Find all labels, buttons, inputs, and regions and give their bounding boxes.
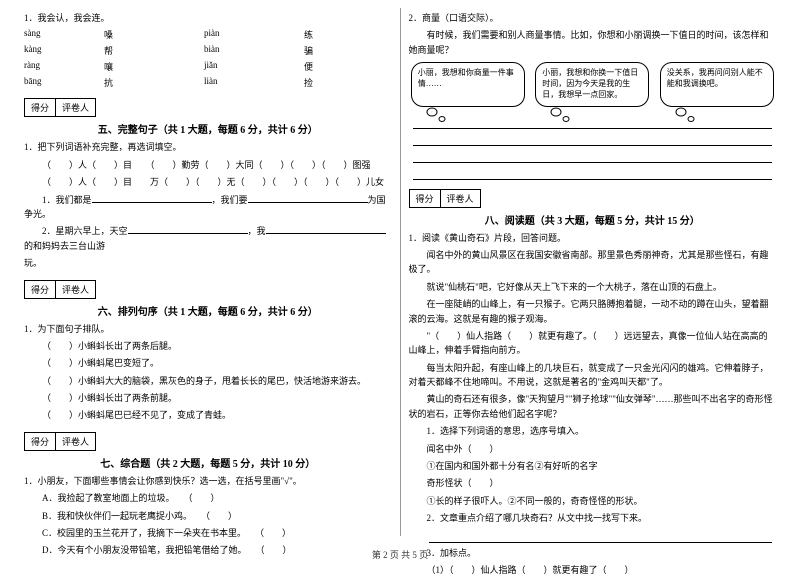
speech-bubbles: 小丽，我想和你商量一件事情…… 小丽，我想和你换一下值日时间，因为今天是我的生日…: [409, 62, 777, 106]
pinyin-row: kàng帮biàn骗: [24, 44, 392, 57]
sec8-sub1c: 奇形怪状（ ）: [409, 476, 777, 490]
bubble-2: 小丽，我想和你换一下值日时间，因为今天是我的生日，我想早一点回家。: [535, 62, 649, 106]
write-line[interactable]: [413, 149, 773, 163]
sec6-item: （ ）小蝌蚪大大的脑袋，黑灰色的身子，甩着长长的尾巴，快活地游来游去。: [24, 374, 392, 388]
sec7-item: B．我和快伙伴们一起玩老鹰捉小鸡。 （ ）: [24, 509, 392, 523]
sec8-p6: 黄山的奇石还有很多，像"天狗望月""狮子抢球""仙女弹琴"……那些叫不出名字的奇…: [409, 392, 777, 421]
sec5-frag1b: （ ）人（ ）目 万（ ）（ ）无（ ）（ ）（ ）（ ）儿女: [24, 175, 392, 189]
q2-title: 商量（口语交际）。: [422, 13, 499, 23]
sec8-p5: 每当太阳升起，有座山峰上的几块巨石，就变成了一只金光闪闪的雄鸡。它伸着脖子，对着…: [409, 361, 777, 390]
sec7-item: C．校园里的玉兰花开了，我摘下一朵夹在书本里。 （ ）: [24, 526, 392, 540]
sec8-sub1a: 闻名中外（ ）: [409, 442, 777, 456]
sec6-q1: 1．为下面句子排队。: [24, 322, 392, 336]
sec5-q1: 1．把下列词语补充完整，再选词填空。: [24, 140, 392, 154]
sec7-item: A．我捡起了教室地面上的垃圾。 （ ）: [24, 491, 392, 505]
q1-title: 我会认，我会连。: [38, 13, 110, 23]
blank[interactable]: [248, 193, 368, 203]
score-box: 得分评卷人: [24, 98, 96, 117]
sec6-item: （ ）小蝌蚪长出了两条前腿。: [24, 391, 392, 405]
sec8-sub2: 2．文章重点介绍了哪几块奇石？从文中找一找写下来。: [409, 511, 777, 525]
score-box: 得分评卷人: [24, 432, 96, 451]
bubble-tail-icon: [548, 106, 574, 124]
write-line[interactable]: [413, 166, 773, 180]
page-footer: 第 2 页 共 5 页: [0, 548, 800, 561]
sec8-title: 八、阅读题（共 3 大题，每题 5 分，共计 15 分）: [409, 212, 777, 227]
sec5-l1: 1．我们都是，我们要为国争光。: [24, 193, 392, 222]
sec8-sub1d: ①长的样子很吓人。②不同一般的，奇奇怪怪的形状。: [409, 494, 777, 508]
sec5-frag1a: （ ）人（ ）目 （ ）勤劳（ ）大同（ ）（ ）（ ）图强: [24, 158, 392, 172]
sec8-p3: 在一座陡峭的山峰上，有一只猴子。它两只胳膊抱着腿，一动不动的蹲在山头，望着翻滚的…: [409, 297, 777, 326]
pinyin-row: sàng嗓piàn练: [24, 28, 392, 41]
sec8-p1: 闻名中外的黄山风景区在我国安徽省南部。那里景色秀丽神奇，尤其是那些怪石，有趣极了…: [409, 248, 777, 277]
sec7-q1: 1．小朋友，下面哪些事情会让你感到快乐？选一选，在括号里画"√"。: [24, 474, 392, 488]
score-box: 得分评卷人: [24, 280, 96, 299]
sec8-p4: "（ ）仙人指路（ ）就更有趣了。（ ）远远望去，真像一位仙人站在高高的山峰上，…: [409, 329, 777, 358]
sec6-title: 六、排列句序（共 1 大题，每题 6 分，共计 6 分）: [24, 303, 392, 318]
sec7-title: 七、综合题（共 2 大题，每题 5 分，共计 10 分）: [24, 455, 392, 470]
bubble-1: 小丽，我想和你商量一件事情……: [411, 62, 525, 106]
write-line[interactable]: [413, 132, 773, 146]
sec6-item: （ ）小蝌蚪尾巴已经不见了，变成了青蛙。: [24, 408, 392, 422]
pinyin-row: ràng嚷jiǎn便: [24, 60, 392, 73]
sec8-sub3a: （1）（ ）仙人指路（ ）就更有趣了（ ）: [409, 563, 777, 577]
blank[interactable]: [266, 224, 386, 234]
sec5-title: 五、完整句子（共 1 大题，每题 6 分，共计 6 分）: [24, 121, 392, 136]
blank[interactable]: [128, 224, 248, 234]
q1-num: 1．: [24, 13, 38, 23]
sec8-sub1: 1．选择下列词语的意思，选序号填入。: [409, 424, 777, 438]
sec5-l2d: 玩。: [24, 256, 392, 270]
sec5-l2: 2．星期六早上，天空，我的和妈妈去三台山游: [24, 224, 392, 253]
blank[interactable]: [92, 193, 212, 203]
bubble-tail-icon: [424, 106, 450, 124]
sec8-q1: 1．阅读《黄山奇石》片段，回答问题。: [409, 231, 777, 245]
bubble-3: 没关系，我再问问别人能不能和我调换吧。: [660, 62, 774, 106]
sec6-item: （ ）小蝌蚪尾巴变短了。: [24, 356, 392, 370]
bubble-tail-icon: [673, 106, 699, 124]
column-divider: [400, 8, 401, 536]
write-line[interactable]: [429, 529, 773, 543]
sec8-p2: 就说"仙桃石"吧，它好像从天上飞下来的一个大桃子，落在山顶的石盘上。: [409, 280, 777, 294]
q2-intro: 有时候，我们需要和别人商量事情。比如，你想和小丽调换一下值日的时间，该怎样和她商…: [409, 28, 777, 57]
pinyin-row: bāng抗liàn捡: [24, 76, 392, 89]
write-line[interactable]: [413, 115, 773, 129]
sec6-item: （ ）小蝌蚪长出了两条后腿。: [24, 339, 392, 353]
sec8-sub1b: ①在国内和国外都十分有名②有好听的名字: [409, 459, 777, 473]
q2-num: 2．: [409, 13, 423, 23]
score-box: 得分评卷人: [409, 189, 481, 208]
